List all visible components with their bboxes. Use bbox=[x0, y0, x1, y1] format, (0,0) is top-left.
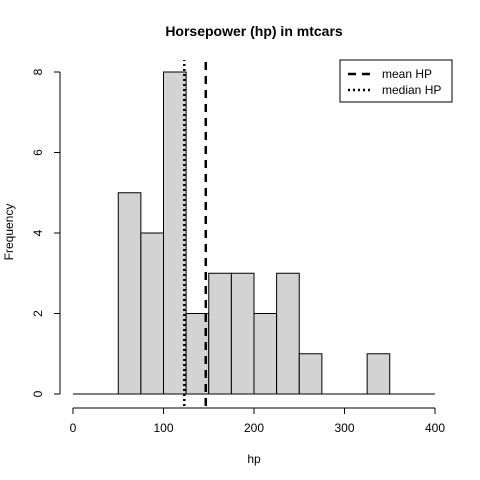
histogram-bar bbox=[298, 353, 323, 395]
legend-label: median HP bbox=[382, 83, 441, 97]
y-tick-label: 4 bbox=[31, 229, 45, 236]
y-tick-label: 0 bbox=[31, 390, 45, 397]
x-tick-label: 400 bbox=[425, 421, 445, 435]
x-tick-label: 100 bbox=[153, 421, 173, 435]
legend-label: mean HP bbox=[382, 67, 432, 81]
x-tick-label: 0 bbox=[70, 421, 77, 435]
y-tick-label: 6 bbox=[31, 149, 45, 156]
bars-group bbox=[73, 71, 435, 395]
legend-box bbox=[339, 59, 453, 103]
x-axis: 0 100 200 300 400 bbox=[70, 407, 445, 435]
x-tick-label: 300 bbox=[334, 421, 354, 435]
y-tick-label: 2 bbox=[31, 310, 45, 317]
y-tick-label: 8 bbox=[31, 68, 45, 75]
reference-lines bbox=[183, 60, 208, 406]
x-axis-label: hp bbox=[247, 452, 261, 466]
histogram-bar bbox=[163, 71, 187, 395]
histogram-bar bbox=[140, 232, 164, 395]
legend: mean HP median HP bbox=[339, 59, 453, 103]
histogram-bar bbox=[366, 353, 391, 395]
chart-title: Horsepower (hp) in mtcars bbox=[165, 23, 343, 39]
y-axis: 0 2 4 6 8 bbox=[31, 68, 61, 397]
y-axis-label: Frequency bbox=[2, 204, 16, 261]
histogram-bar bbox=[117, 192, 142, 395]
histogram-bar bbox=[276, 272, 300, 395]
histogram-bar bbox=[253, 313, 278, 395]
histogram-bar bbox=[208, 272, 232, 395]
x-tick-label: 200 bbox=[244, 421, 264, 435]
histogram-bar bbox=[185, 313, 210, 395]
histogram-bar bbox=[230, 272, 255, 395]
